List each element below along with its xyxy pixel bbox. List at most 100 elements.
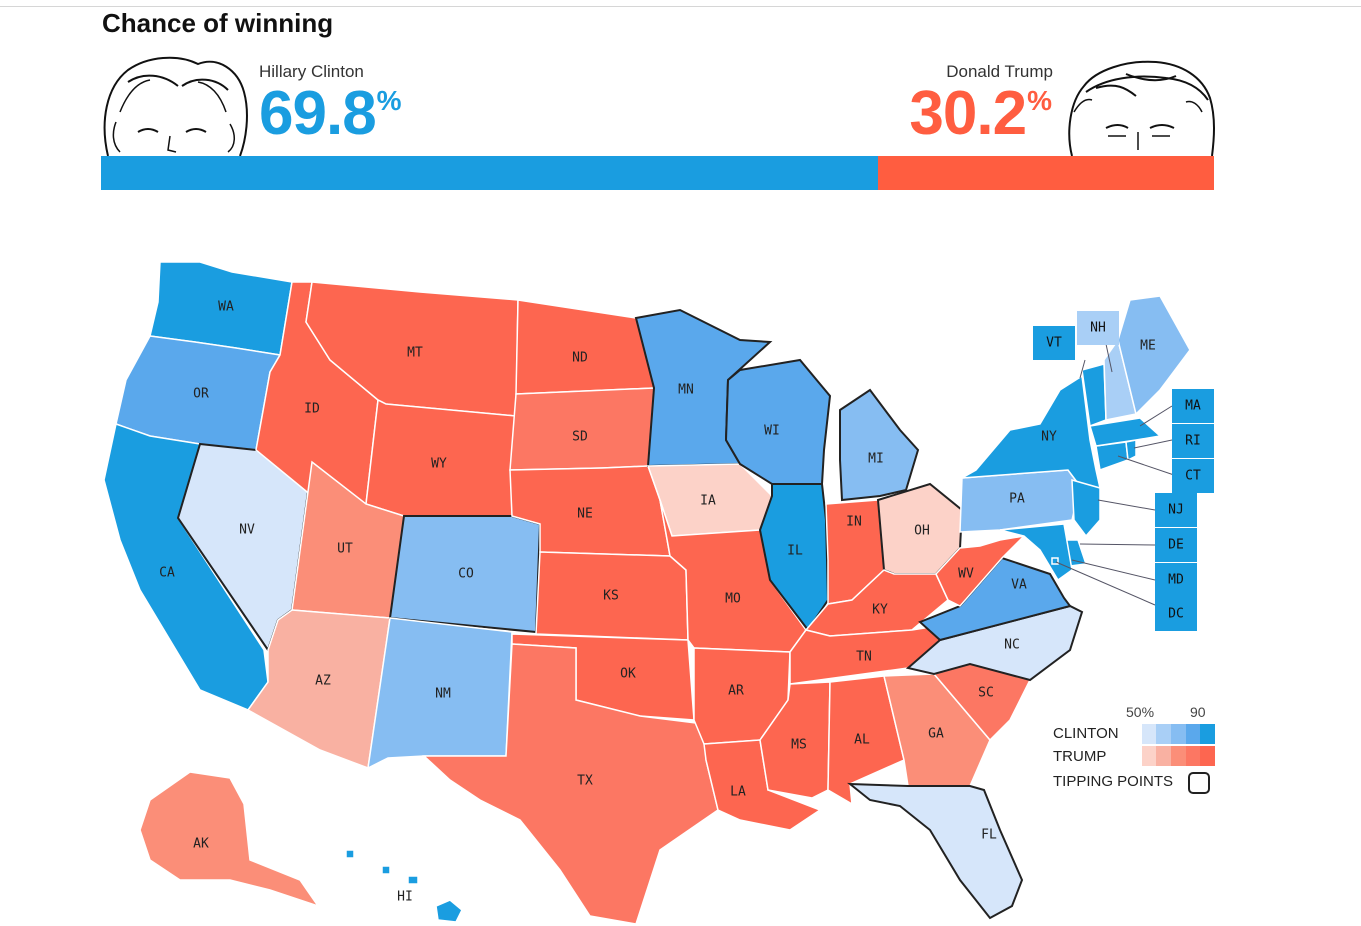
- label-dc: DC: [1168, 607, 1184, 622]
- label-nc: NC: [1004, 638, 1020, 653]
- legend-swatch: [1127, 746, 1142, 766]
- state-md[interactable]: [999, 523, 1073, 582]
- state-ny[interactable]: [961, 374, 1101, 489]
- label-nv: NV: [239, 523, 255, 538]
- callout-box-ct[interactable]: [1172, 459, 1214, 493]
- callout-box-md[interactable]: [1155, 563, 1197, 597]
- label-co: CO: [458, 567, 474, 582]
- label-ne: NE: [577, 507, 593, 522]
- state-hi-island[interactable]: [345, 849, 355, 859]
- clinton-name: Hillary Clinton: [259, 62, 364, 81]
- label-nm: NM: [435, 687, 451, 702]
- legend-trump-scale: [1127, 746, 1216, 766]
- legend-swatch: [1185, 746, 1201, 766]
- clinton-chance-bar: [101, 156, 878, 190]
- state-tx[interactable]: [422, 643, 719, 925]
- state-mi[interactable]: [839, 388, 920, 502]
- legend-clinton-scale: [1127, 724, 1216, 744]
- state-wi[interactable]: [724, 358, 832, 485]
- label-ky: KY: [872, 603, 888, 618]
- legend-swatch: [1141, 746, 1157, 766]
- legend-swatch: [1171, 724, 1186, 744]
- legend-scale-low: 50%: [1126, 704, 1155, 720]
- clinton-portrait-icon: [103, 56, 248, 156]
- legend-swatch: [1200, 746, 1216, 766]
- label-fl: FL: [981, 828, 997, 843]
- label-ri: RI: [1185, 434, 1201, 449]
- trump-chance: 30.2%: [909, 79, 1052, 148]
- state-ct[interactable]: [1095, 441, 1129, 472]
- legend-swatch: [1156, 746, 1172, 766]
- label-nh: NH: [1090, 321, 1106, 336]
- label-ks: KS: [603, 589, 619, 604]
- callout-lines: [1055, 343, 1175, 606]
- label-hi: HI: [397, 890, 413, 905]
- state-nj[interactable]: [1071, 478, 1101, 538]
- label-me: ME: [1140, 339, 1156, 354]
- label-or: OR: [193, 387, 209, 402]
- label-ga: GA: [928, 727, 944, 742]
- label-al: AL: [854, 733, 870, 748]
- state-ak[interactable]: [139, 771, 320, 908]
- callout-box-ma[interactable]: [1172, 389, 1214, 423]
- callout-box-nj[interactable]: [1155, 493, 1197, 527]
- callout-box-de[interactable]: [1155, 528, 1197, 562]
- label-id: ID: [304, 402, 320, 417]
- state-hi-island[interactable]: [407, 875, 419, 885]
- callout-box-ri[interactable]: [1172, 424, 1214, 458]
- label-wv: WV: [958, 567, 974, 582]
- label-mo: MO: [725, 592, 741, 607]
- legend-swatch: [1171, 746, 1186, 766]
- label-ms: MS: [791, 738, 807, 753]
- label-ak: AK: [193, 837, 209, 852]
- top-rule: [0, 0, 1361, 7]
- legend-clinton-label: CLINTON: [1053, 725, 1119, 742]
- state-hi-island[interactable]: [381, 865, 391, 875]
- trump-name: Donald Trump: [946, 62, 1053, 81]
- label-oh: OH: [914, 524, 930, 539]
- label-ma: MA: [1185, 399, 1201, 414]
- legend-swatch: [1200, 724, 1216, 744]
- legend-trump-label: TRUMP: [1053, 748, 1107, 765]
- label-il: IL: [787, 544, 803, 559]
- callout-box-nh[interactable]: [1077, 311, 1119, 345]
- legend-scale-high: 90: [1190, 704, 1206, 720]
- label-de: DE: [1168, 538, 1184, 553]
- clinton-chance: 69.8%: [259, 79, 402, 148]
- legend-tipping-label: TIPPING POINTS: [1053, 773, 1174, 790]
- label-ar: AR: [728, 684, 744, 699]
- label-va: VA: [1011, 578, 1027, 593]
- label-mt: MT: [407, 346, 423, 361]
- label-wi: WI: [764, 424, 780, 439]
- label-ny: NY: [1041, 430, 1057, 445]
- label-wy: WY: [431, 457, 447, 472]
- label-ok: OK: [620, 667, 636, 682]
- legend-swatch: [1156, 724, 1172, 744]
- callout-box-vt[interactable]: [1033, 326, 1075, 360]
- label-ut: UT: [337, 542, 353, 557]
- state-me[interactable]: [1117, 295, 1191, 416]
- label-az: AZ: [315, 674, 331, 689]
- label-sd: SD: [572, 430, 588, 445]
- trump-portrait-icon: [1068, 60, 1215, 156]
- label-vt: VT: [1046, 336, 1062, 351]
- state-fl[interactable]: [847, 782, 1024, 920]
- callout-box-dc[interactable]: [1155, 597, 1197, 631]
- label-nd: ND: [572, 351, 588, 366]
- state-ri[interactable]: [1125, 439, 1137, 462]
- label-nj: NJ: [1168, 503, 1184, 518]
- label-ca: CA: [159, 566, 175, 581]
- legend-swatch: [1127, 724, 1142, 744]
- state-nd[interactable]: [515, 299, 655, 395]
- legend-swatch: [1141, 724, 1157, 744]
- label-ct: CT: [1185, 469, 1201, 484]
- state-dc[interactable]: [1051, 557, 1059, 565]
- label-mi: MI: [868, 452, 884, 467]
- label-sc: SC: [978, 686, 994, 701]
- label-la: LA: [730, 785, 746, 800]
- label-tn: TN: [856, 650, 872, 665]
- chance-bar: [101, 156, 1214, 190]
- label-md: MD: [1168, 573, 1184, 588]
- state-hi[interactable]: [435, 899, 463, 923]
